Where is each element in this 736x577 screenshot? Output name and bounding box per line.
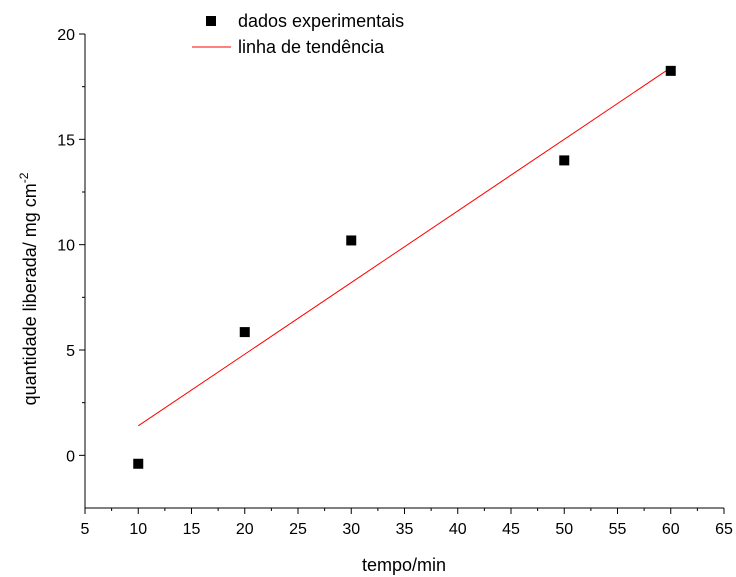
x-axis-title: tempo/min [362, 555, 446, 575]
x-tick-label: 10 [129, 521, 147, 538]
data-point [346, 235, 357, 246]
x-tick-label: 55 [609, 521, 627, 538]
legend-label-dados-experimentais: dados experimentais [238, 11, 404, 31]
y-tick-label: 20 [57, 27, 75, 44]
y-axis-title: quantidade liberada/ mg cm-2 [17, 172, 40, 405]
legend-label-linha-de-tendencia: linha de tendência [238, 37, 385, 57]
x-tick-label: 35 [396, 521, 414, 538]
x-tick-label: 20 [236, 521, 254, 538]
axes [84, 34, 724, 509]
x-tick-label: 50 [555, 521, 573, 538]
y-axis-title-main: quantidade liberada/ mg cm [20, 183, 40, 405]
data-point [133, 458, 144, 469]
x-tick-label: 25 [289, 521, 307, 538]
data-point [559, 155, 570, 166]
x-tick-label: 65 [715, 521, 733, 538]
legend: dados experimentais linha de tendência [192, 11, 404, 57]
legend-marker-dados-experimentais [206, 16, 216, 26]
data-point [665, 65, 676, 76]
x-tick-label: 45 [502, 521, 520, 538]
y-tick-label: 10 [57, 238, 75, 255]
y-tick-label: 0 [66, 448, 75, 465]
x-tick-label: 60 [662, 521, 680, 538]
trend-line [137, 67, 672, 427]
x-axis-ticks: 5 10 15 20 25 30 35 40 45 50 55 60 65 [81, 508, 733, 538]
y-tick-label: 5 [66, 343, 75, 360]
trend-line-layer [137, 67, 672, 427]
y-axis-ticks: 0 5 10 15 20 [57, 27, 85, 465]
x-tick-label: 15 [183, 521, 201, 538]
y-tick-label: 15 [57, 132, 75, 149]
x-tick-label: 40 [449, 521, 467, 538]
x-tick-label: 5 [81, 521, 90, 538]
x-tick-label: 30 [342, 521, 360, 538]
data-points-layer [133, 65, 676, 469]
y-axis-title-superscript: -2 [17, 172, 31, 183]
data-point [239, 327, 250, 338]
